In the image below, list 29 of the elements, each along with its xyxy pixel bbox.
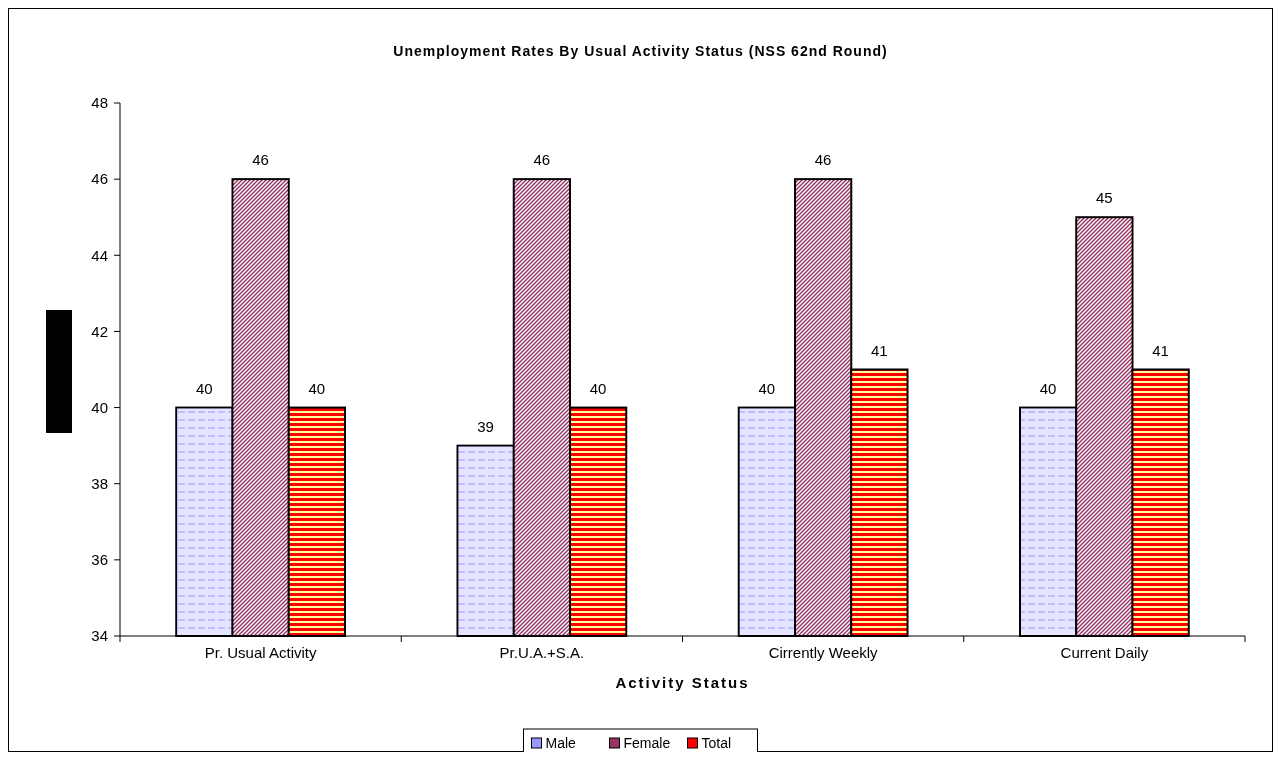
data-label: 46 [533, 151, 551, 169]
data-label: 40 [196, 379, 213, 397]
data-label: 40 [589, 379, 607, 397]
legend-label: Total [701, 734, 732, 751]
x-tick-label: Cirrently Weekly [768, 644, 879, 661]
x-axis-title: Activity Status [615, 674, 750, 691]
data-label: 39 [477, 417, 494, 435]
legend-label: Female [623, 734, 671, 751]
data-label: 41 [1152, 341, 1169, 359]
chart-title: Unemployment Rates By Usual Activity Status (NSS 62nd Round) [393, 43, 888, 59]
data-label: 45 [1096, 189, 1113, 207]
y-tick-label: 38 [91, 474, 108, 492]
data-label: 46 [814, 151, 832, 169]
x-tick-label: Pr.U.A.+S.A. [499, 644, 585, 661]
y-tick-label: 34 [91, 627, 108, 645]
data-label: 40 [1039, 379, 1057, 397]
data-label: 40 [308, 379, 326, 397]
y-tick-label: 40 [91, 398, 108, 416]
y-tick-label: 44 [91, 246, 108, 264]
x-tick-label: Current Daily [1060, 644, 1149, 661]
data-label: 41 [871, 341, 888, 359]
x-tick-label: Pr. Usual Activity [204, 644, 317, 661]
legend-label: Male [545, 734, 577, 751]
y-tick-label: 36 [91, 551, 108, 569]
data-label: 46 [252, 151, 269, 169]
y-tick-label: 42 [91, 322, 108, 340]
y-tick-label: 48 [91, 94, 108, 112]
data-label: 40 [758, 379, 776, 397]
y-tick-label: 46 [91, 170, 108, 188]
